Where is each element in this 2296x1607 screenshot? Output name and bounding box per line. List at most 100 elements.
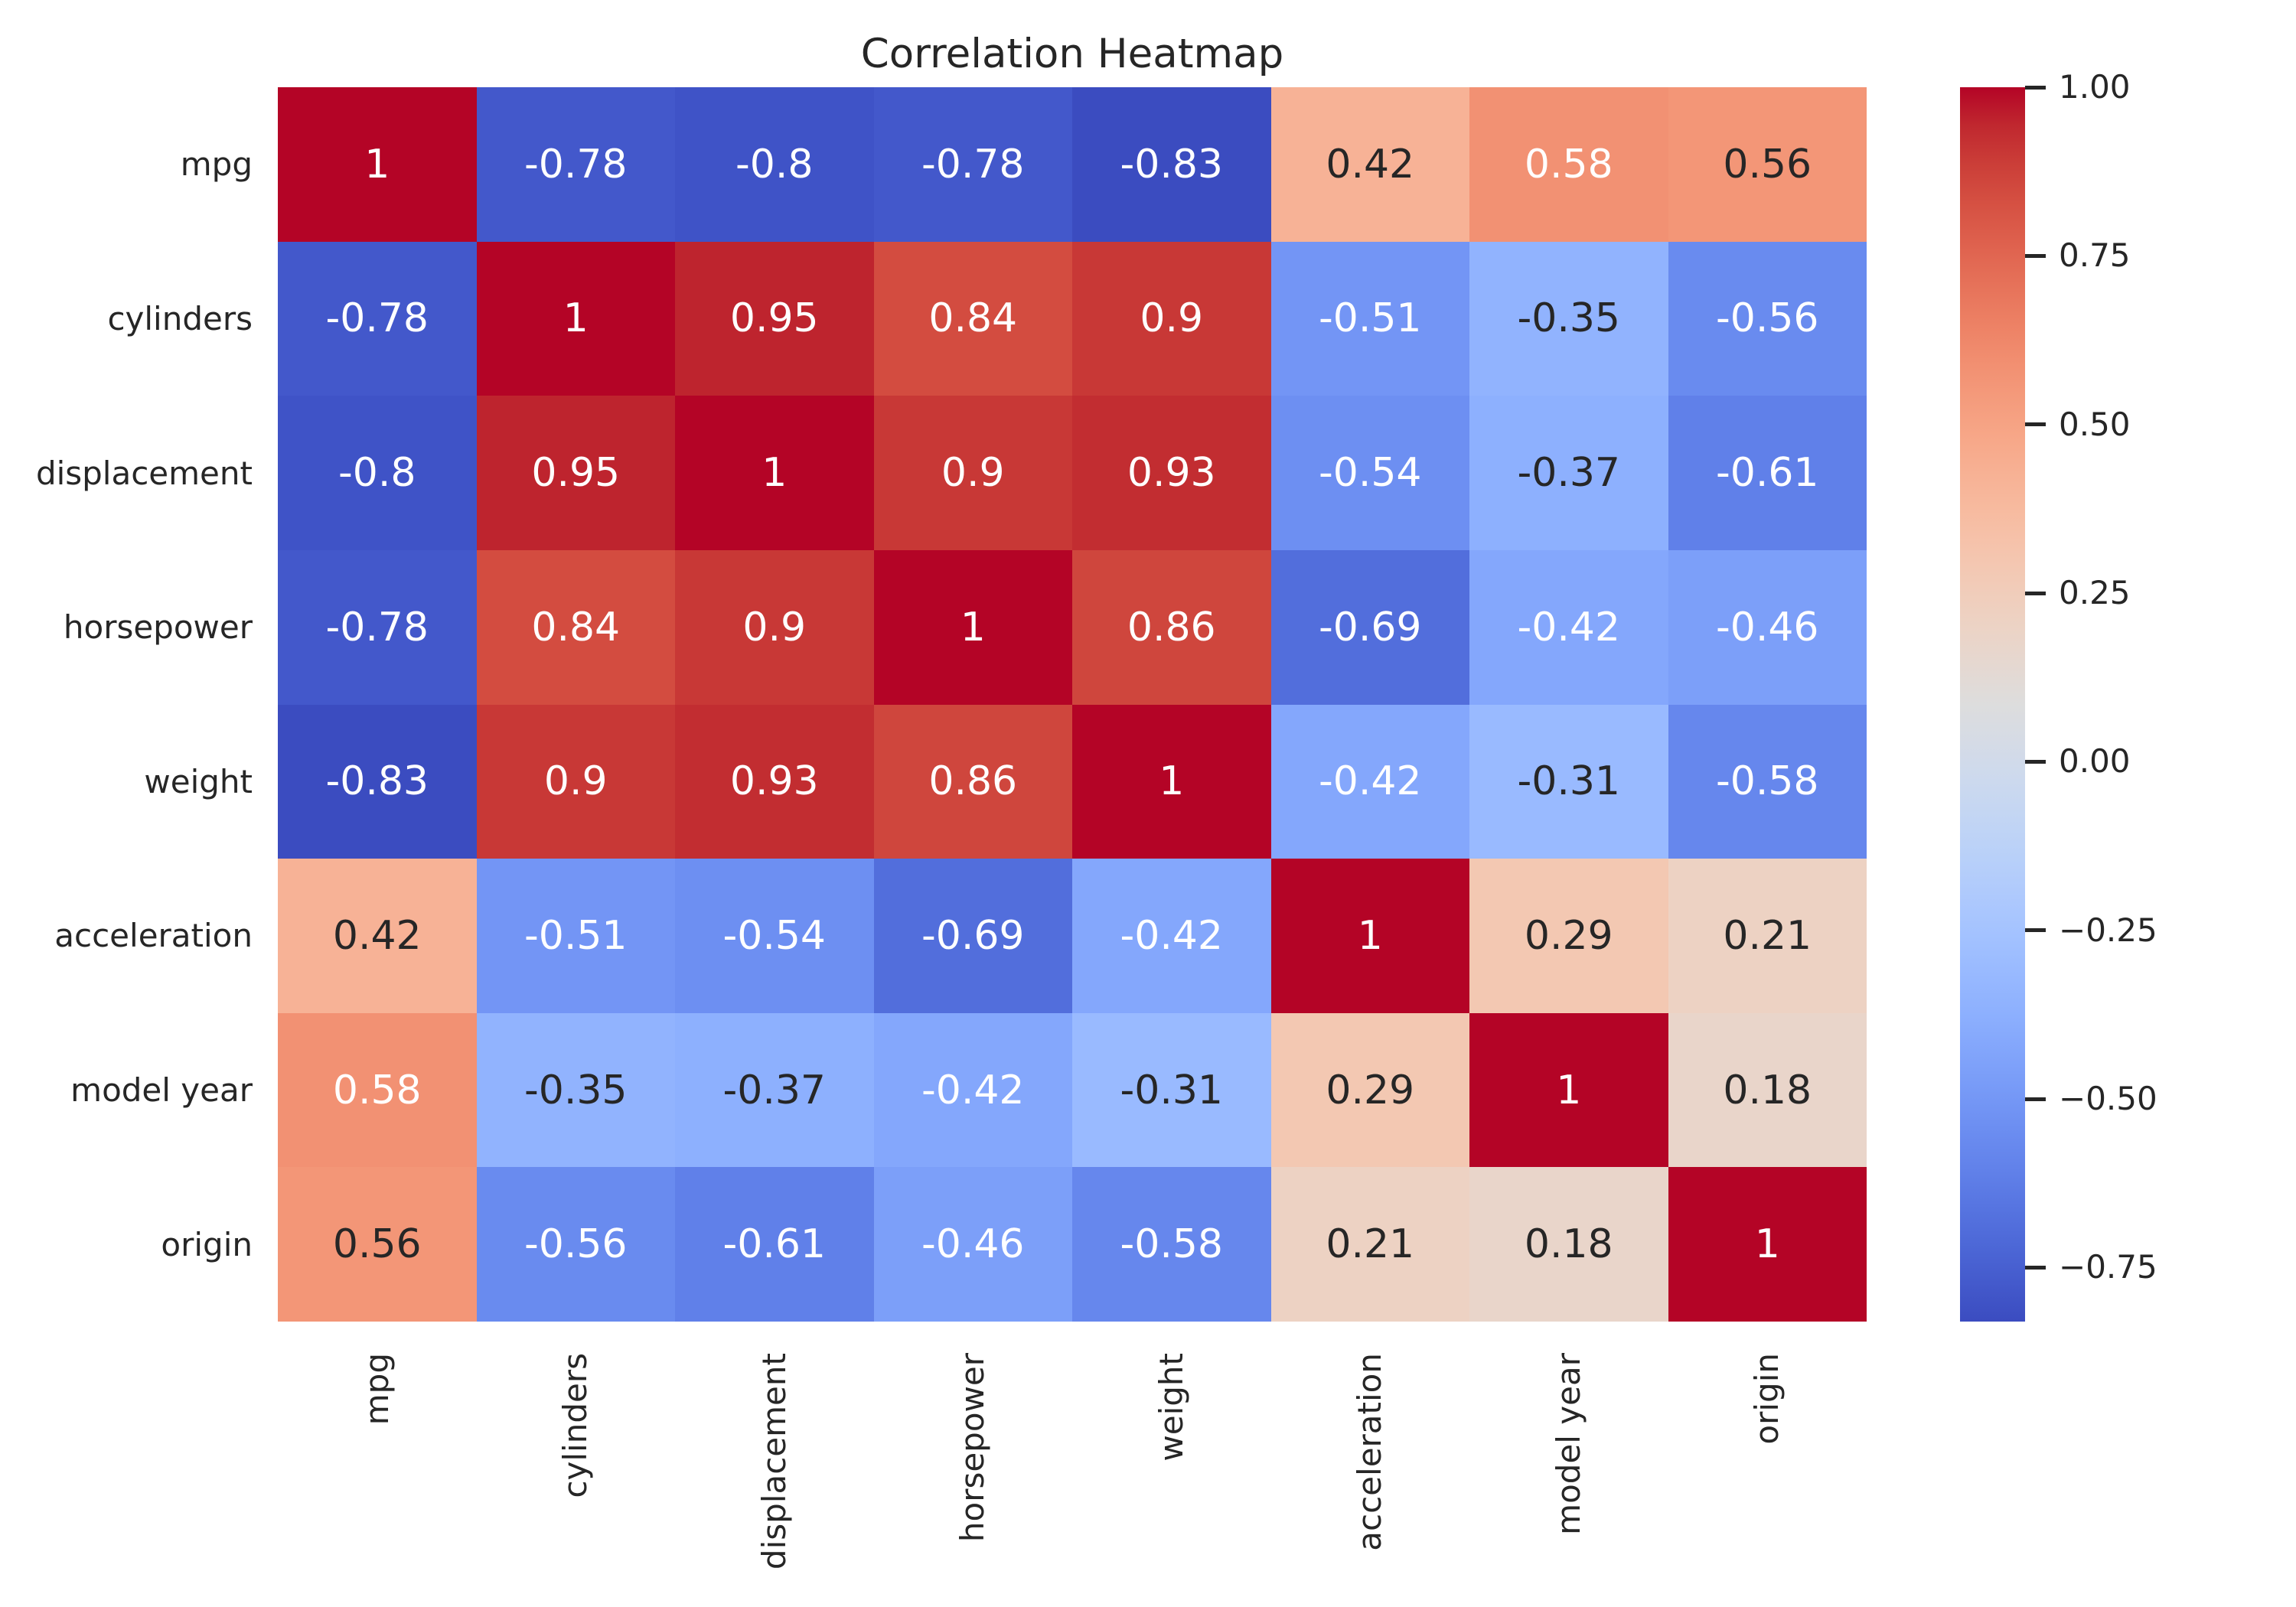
heatmap-cell-weight-acceleration: -0.42 (1270, 704, 1469, 859)
cell-annotation: 0.95 (531, 450, 621, 497)
cell-annotation: -0.31 (1120, 1067, 1224, 1113)
cell-annotation: -0.69 (1318, 604, 1422, 650)
heatmap-cell-model year-origin: 0.18 (1668, 1012, 1867, 1168)
x-tick-label-acceleration: acceleration (1351, 1353, 1389, 1551)
cell-annotation: 0.42 (332, 912, 422, 959)
heatmap-cell-mpg-model year: 0.58 (1469, 87, 1668, 242)
cell-annotation: -0.42 (1120, 912, 1224, 959)
cell-annotation: 0.84 (928, 295, 1018, 342)
heatmap-cell-horsepower-acceleration: -0.69 (1270, 549, 1469, 705)
cell-annotation: 1 (960, 604, 986, 650)
x-tick-label-origin: origin (1748, 1353, 1786, 1445)
heatmap-matrix: 1 -0.78 -0.8 -0.78 -0.83 0.42 0.58 0.56 -0.78 1 0.… (278, 87, 1867, 1322)
cell-annotation: 0.56 (1723, 141, 1812, 187)
heatmap-cell-horsepower-mpg: -0.78 (278, 549, 477, 705)
heatmap-cell-model year-horsepower: -0.42 (873, 1012, 1072, 1168)
heatmap-cell-weight-weight: 1 (1072, 704, 1271, 859)
heatmap-cell-displacement-horsepower: 0.9 (873, 396, 1072, 550)
colorbar-tick-mark (2025, 422, 2046, 427)
cell-annotation: -0.42 (921, 1067, 1025, 1113)
cell-annotation: 1 (563, 295, 589, 342)
cell-annotation: -0.35 (1517, 295, 1621, 342)
x-tick-label-horsepower: horsepower (954, 1353, 992, 1543)
cell-annotation: 0.9 (742, 604, 807, 650)
x-tick-label-mpg: mpg (357, 1353, 396, 1426)
cell-annotation: -0.56 (1715, 295, 1819, 342)
y-tick-label-model year: model year (70, 1071, 253, 1110)
heatmap-cell-displacement-mpg: -0.8 (278, 396, 477, 550)
cell-annotation: 0.86 (1127, 604, 1216, 650)
cell-annotation: -0.78 (523, 141, 628, 187)
y-tick-label-origin: origin (161, 1225, 253, 1263)
heatmap-cell-cylinders-horsepower: 0.84 (873, 241, 1072, 396)
heatmap-cell-horsepower-cylinders: 0.84 (476, 549, 675, 705)
cell-annotation: -0.83 (325, 758, 429, 805)
heatmap-cell-displacement-origin: -0.61 (1668, 396, 1867, 550)
colorbar-tick-label: 0.25 (2059, 574, 2131, 612)
colorbar-tick-label: 1.00 (2059, 68, 2131, 106)
heatmap-cell-model year-displacement: -0.37 (675, 1012, 874, 1168)
y-tick-label-mpg: mpg (180, 145, 253, 184)
heatmap-cell-mpg-acceleration: 0.42 (1270, 87, 1469, 242)
colorbar-tick-label: −0.75 (2059, 1248, 2157, 1286)
cell-annotation: 1 (364, 141, 390, 187)
heatmap-cell-model year-mpg: 0.58 (278, 1012, 477, 1168)
cell-annotation: 0.56 (332, 1221, 422, 1268)
cell-annotation: -0.54 (1318, 450, 1422, 497)
heatmap-cell-weight-horsepower: 0.86 (873, 704, 1072, 859)
cell-annotation: 0.21 (1723, 912, 1812, 959)
heatmap-cell-acceleration-origin: 0.21 (1668, 859, 1867, 1013)
cell-annotation: 0.58 (1524, 141, 1613, 187)
x-tick-label-model year: model year (1549, 1353, 1587, 1535)
heatmap-cell-weight-cylinders: 0.9 (476, 704, 675, 859)
cell-annotation: 1 (1159, 758, 1185, 805)
cell-annotation: 0.95 (729, 295, 819, 342)
heatmap-cell-model year-cylinders: -0.35 (476, 1012, 675, 1168)
cell-annotation: -0.42 (1318, 758, 1422, 805)
heatmap-cell-origin-horsepower: -0.46 (873, 1167, 1072, 1322)
heatmap-cell-cylinders-displacement: 0.95 (675, 241, 874, 396)
heatmap-cell-acceleration-model year: 0.29 (1469, 859, 1668, 1013)
cell-annotation: 0.29 (1524, 912, 1613, 959)
heatmap-cell-cylinders-mpg: -0.78 (278, 241, 477, 396)
cell-annotation: 0.29 (1326, 1067, 1415, 1113)
cell-annotation: -0.78 (325, 604, 429, 650)
heatmap-cell-origin-cylinders: -0.56 (476, 1167, 675, 1322)
cell-annotation: -0.8 (735, 141, 814, 187)
cell-annotation: 0.18 (1524, 1221, 1613, 1268)
heatmap-cell-horsepower-model year: -0.42 (1469, 549, 1668, 705)
heatmap-cell-horsepower-origin: -0.46 (1668, 549, 1867, 705)
heatmap-cell-mpg-weight: -0.83 (1072, 87, 1271, 242)
cell-annotation: -0.78 (325, 295, 429, 342)
heatmap-cell-acceleration-weight: -0.42 (1072, 859, 1271, 1013)
heatmap-cell-cylinders-acceleration: -0.51 (1270, 241, 1469, 396)
heatmap-cell-horsepower-horsepower: 1 (873, 549, 1072, 705)
cell-annotation: 0.9 (1140, 295, 1204, 342)
chart-title: Correlation Heatmap (860, 31, 1284, 77)
heatmap-cell-origin-weight: -0.58 (1072, 1167, 1271, 1322)
y-tick-label-weight: weight (144, 762, 253, 800)
colorbar-tick-mark (2025, 253, 2046, 258)
heatmap-cell-weight-mpg: -0.83 (278, 704, 477, 859)
y-tick-label-acceleration: acceleration (54, 917, 253, 955)
heatmap-cell-mpg-horsepower: -0.78 (873, 87, 1072, 242)
cell-annotation: 1 (1357, 912, 1383, 959)
heatmap-cell-acceleration-cylinders: -0.51 (476, 859, 675, 1013)
heatmap-cell-weight-displacement: 0.93 (675, 704, 874, 859)
cell-annotation: 0.86 (928, 758, 1018, 805)
colorbar-tick-mark (2025, 85, 2046, 90)
heatmap-cell-model year-weight: -0.31 (1072, 1012, 1271, 1168)
x-tick-label-weight: weight (1152, 1353, 1190, 1462)
colorbar-tick-label: 0.50 (2059, 405, 2131, 443)
cell-annotation: 0.58 (332, 1067, 422, 1113)
cell-annotation: 1 (762, 450, 788, 497)
heatmap-cell-model year-model year: 1 (1469, 1012, 1668, 1168)
heatmap-cell-origin-mpg: 0.56 (278, 1167, 477, 1322)
heatmap-cell-weight-origin: -0.58 (1668, 704, 1867, 859)
colorbar-tick-label: −0.25 (2059, 911, 2157, 949)
cell-annotation: -0.37 (722, 1067, 827, 1113)
heatmap-cell-cylinders-cylinders: 1 (476, 241, 675, 396)
cell-annotation: 0.21 (1326, 1221, 1415, 1268)
heatmap-cell-cylinders-weight: 0.9 (1072, 241, 1271, 396)
